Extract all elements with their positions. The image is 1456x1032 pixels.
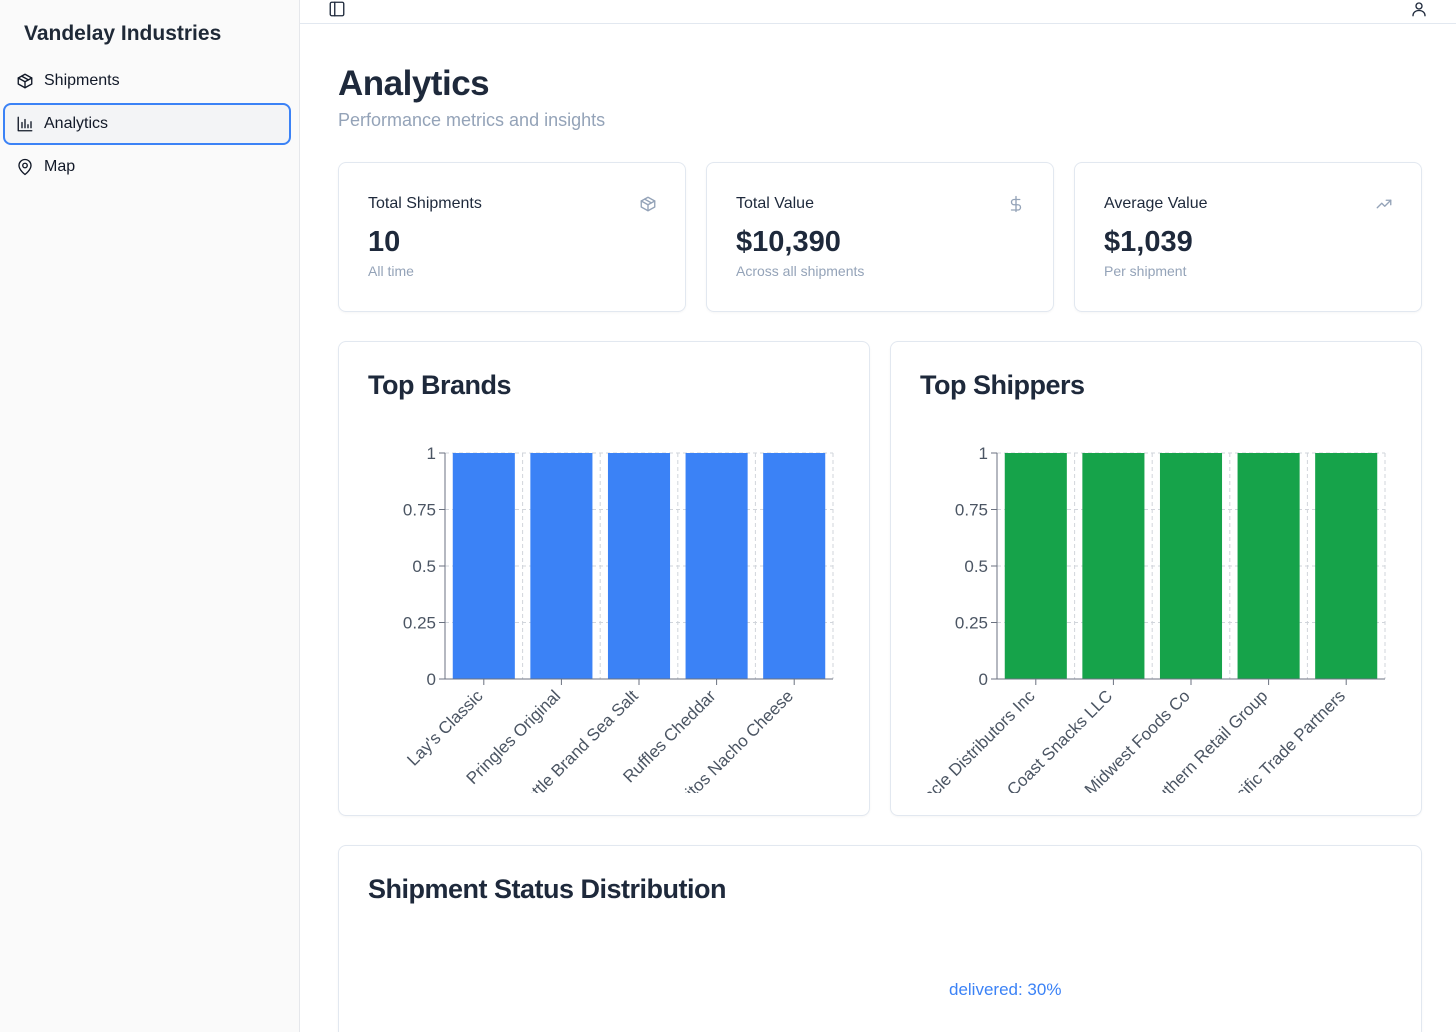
y-tick-label: 1 xyxy=(979,444,988,463)
map-pin-icon xyxy=(18,158,32,176)
bar-chart-icon xyxy=(17,116,33,132)
top-shippers-chart: 0 0.25 0.5 0.75 1 Pinnacle Distributors IncCo… xyxy=(920,444,1386,793)
bar[interactable] xyxy=(452,453,515,679)
stat-card-total-shipments: Total Shipments 10 All time xyxy=(338,162,686,312)
chart-title: Shipment Status Distribution xyxy=(368,874,727,904)
analytics-content: Analytics Performance metrics and insigh… xyxy=(300,24,1456,1032)
x-tick-label: Lay's Classic xyxy=(403,686,487,770)
y-tick-label: 0 xyxy=(979,670,988,689)
bar[interactable] xyxy=(607,453,671,679)
sidebar-item-label: Analytics xyxy=(44,115,109,132)
sidebar-item-shipments[interactable]: Shipments xyxy=(3,60,291,102)
y-tick-label: 0.75 xyxy=(403,501,436,520)
stat-label: Total Value xyxy=(736,195,814,212)
sidebar-item-label: Shipments xyxy=(44,72,120,89)
stat-value: 10 xyxy=(368,226,401,258)
dollar-icon xyxy=(1010,195,1022,213)
chart-title: Top Shippers xyxy=(920,370,1085,400)
sidebar-item-map[interactable]: Map xyxy=(3,146,291,188)
top-brands-card: Top Brands 0 0.25 0.5 0.75 1 Lay's Classic Pri… xyxy=(338,341,870,816)
stats-row: Total Shipments 10 All time Total Value … xyxy=(338,162,1422,312)
sidebar-item-label: Map xyxy=(44,158,76,175)
stat-sub: Across all shipments xyxy=(736,263,865,279)
y-tick-label: 1 xyxy=(427,444,436,463)
chart-title: Top Brands xyxy=(368,370,512,400)
stat-icon-wrap xyxy=(1007,195,1025,213)
y-tick-label: 0.25 xyxy=(955,614,988,633)
bar[interactable] xyxy=(1237,453,1300,679)
bar[interactable] xyxy=(530,453,593,679)
sidebar-toggle-button[interactable] xyxy=(328,0,346,23)
sidebar: Vandelay Industries Shipments Analytics … xyxy=(0,0,300,1032)
sidebar-nav: Shipments Analytics Map xyxy=(0,60,299,188)
pie-slice-label: delivered: 30% xyxy=(949,980,1062,999)
y-tick-label: 0.5 xyxy=(964,557,988,576)
page-title: Analytics xyxy=(338,64,490,103)
sidebar-item-analytics[interactable]: Analytics xyxy=(3,103,291,145)
stat-value: $10,390 xyxy=(736,226,841,258)
status-distribution-card: Shipment Status Distribution delivered: … xyxy=(338,845,1422,1032)
top-bar xyxy=(300,0,1456,24)
y-tick-label: 0 xyxy=(427,670,436,689)
y-tick-label: 0.75 xyxy=(955,501,988,520)
bar[interactable] xyxy=(1159,453,1223,679)
stat-sub: All time xyxy=(368,263,414,279)
stat-label: Average Value xyxy=(1104,195,1208,212)
stat-icon-wrap xyxy=(1375,195,1393,213)
stat-card-total-value: Total Value $10,390 Across all shipments xyxy=(706,162,1054,312)
stat-value: $1,039 xyxy=(1104,226,1193,258)
user-menu-button[interactable] xyxy=(1410,0,1428,23)
top-shippers-card: Top Shippers 0 0.25 0.5 0.75 1 Pinnacle Distr… xyxy=(890,341,1422,816)
main-area: Analytics Performance metrics and insigh… xyxy=(300,0,1456,1032)
bar[interactable] xyxy=(685,453,748,679)
y-tick-label: 0.5 xyxy=(412,557,436,576)
bar[interactable] xyxy=(1082,453,1145,679)
package-icon xyxy=(640,196,656,212)
package-icon xyxy=(17,73,33,89)
stat-label: Total Shipments xyxy=(368,195,482,212)
brand-title: Vandelay Industries xyxy=(24,22,222,45)
x-tick-label: Doritos Nacho Cheese xyxy=(663,686,797,793)
stat-sub: Per shipment xyxy=(1104,263,1187,279)
user-icon xyxy=(1412,2,1426,17)
page-subtitle: Performance metrics and insights xyxy=(338,110,606,130)
bar[interactable] xyxy=(1004,453,1067,679)
sidebar-toggle-icon xyxy=(329,1,345,17)
bar[interactable] xyxy=(763,453,826,679)
trending-up-icon xyxy=(1376,199,1392,209)
bar[interactable] xyxy=(1315,453,1378,679)
stat-icon-wrap xyxy=(639,195,657,213)
stat-card-average-value: Average Value $1,039 Per shipment xyxy=(1074,162,1422,312)
x-tick-label: Pacific Trade Partners xyxy=(1217,686,1349,793)
y-tick-label: 0.25 xyxy=(403,614,436,633)
charts-row: Top Brands 0 0.25 0.5 0.75 1 Lay's Classic Pri… xyxy=(338,341,1422,816)
